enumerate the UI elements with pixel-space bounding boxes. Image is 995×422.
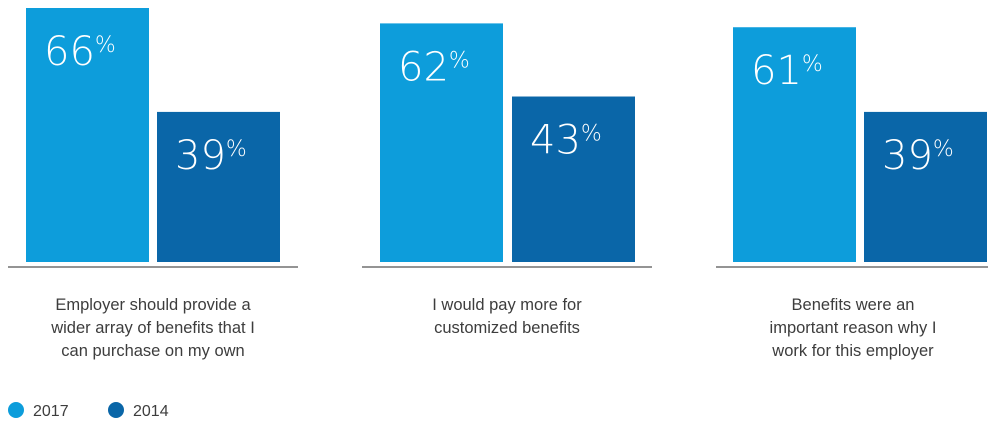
bar-value-label: 43%: [530, 118, 602, 164]
legend-label-2014: 2014: [133, 403, 169, 420]
legend-swatch-2017: [8, 402, 24, 418]
bar-2014: [512, 96, 635, 262]
legend-label-2017: 2017: [33, 403, 69, 420]
bar-group: 66% 39% Employer should provide a wider arr…: [8, 8, 298, 360]
bar-2014: [157, 111, 280, 262]
bar-2017: [380, 23, 503, 263]
bar-value-label: 66%: [44, 29, 116, 75]
category-label: Employer should provide a wider array of …: [50, 296, 255, 360]
bar-group: 62% 43% I would pay more for customized ben…: [362, 23, 652, 337]
legend: 2017 2014: [8, 402, 169, 420]
category-label: I would pay more for customized benefits: [432, 296, 582, 337]
bar-2017: [26, 8, 149, 262]
bar-value-label: 62%: [398, 44, 470, 90]
bar-2017: [733, 27, 856, 262]
legend-swatch-2014: [108, 402, 124, 418]
bar-value-label: 39%: [882, 133, 954, 179]
bar-2014: [864, 111, 987, 262]
bar-group: 61% 39% Benefits were an important reason w…: [716, 27, 988, 360]
bar-value-label: 61%: [751, 48, 823, 94]
bar-value-label: 39%: [175, 133, 247, 179]
